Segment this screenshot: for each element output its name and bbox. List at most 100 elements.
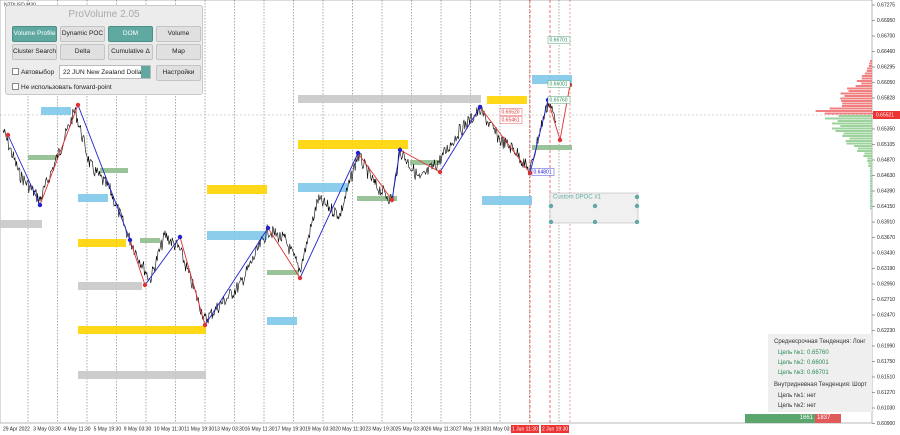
time-label: 10 May 11:30: [154, 426, 184, 432]
time-label: 23 May 19:30: [365, 426, 396, 432]
price-label: 0.62230: [877, 328, 895, 334]
profile-bar: [843, 132, 872, 135]
handle: [634, 194, 640, 200]
button[interactable]: Cluster Search: [12, 44, 57, 60]
level-label: 0.66701: [550, 37, 568, 43]
pivot: [142, 282, 148, 288]
zone: [140, 238, 160, 243]
pivot: [557, 137, 563, 143]
dpoc-label: Custom DPOC #1: [553, 195, 602, 201]
level-label: 0.64801: [534, 169, 552, 175]
pivot: [202, 322, 208, 328]
button[interactable]: Настройки: [156, 65, 201, 81]
zigzag: [267, 227, 301, 279]
zigzag: [39, 104, 79, 206]
time-label: 19 May 03:30: [305, 426, 336, 432]
profile-bar: [867, 160, 872, 162]
zigzag: [129, 239, 146, 286]
button[interactable]: DOM: [108, 26, 153, 42]
price-label: 0.63910: [877, 219, 895, 225]
price-label: 0.61990: [877, 343, 895, 349]
price-label: 0.61510: [877, 374, 895, 380]
zone: [207, 185, 267, 194]
zone: [78, 371, 206, 379]
price-label: 0.64630: [877, 173, 895, 179]
price-label: 0.63190: [877, 266, 895, 272]
level-box: [499, 108, 523, 116]
price-label: 0.64150: [877, 204, 895, 210]
profile-bar: [870, 200, 872, 202]
zone: [298, 95, 481, 103]
profile-bar: [815, 110, 872, 112]
profile-bar: [846, 142, 872, 145]
pivot: [5, 132, 11, 138]
zigzag: [529, 99, 549, 174]
price-line: [2, 101, 557, 324]
profile-bar: [842, 135, 872, 137]
price-label: 0.65350: [877, 126, 895, 132]
pivot: [37, 202, 43, 208]
zigzag: [391, 149, 401, 201]
pivot: [297, 275, 303, 281]
profile-bar: [870, 172, 872, 175]
instrument-select[interactable]: 22 JUN New Zealand Dollar: [59, 65, 151, 79]
handle: [634, 203, 640, 209]
zone: [28, 155, 58, 160]
profile-bar: [870, 205, 872, 207]
profile-bar: [837, 120, 872, 122]
handle: [548, 203, 554, 209]
profile-bar: [854, 145, 872, 147]
button[interactable]: Volume: [156, 26, 201, 42]
pivot: [389, 197, 395, 203]
pivot: [527, 170, 533, 176]
info-box: Среднесрочная Тенденция: Лонг Цель №1: 0…: [768, 334, 872, 412]
zone: [207, 231, 267, 240]
level-label: 0.66001: [550, 81, 568, 87]
profile-bar: [840, 92, 872, 95]
time-label: 4 May 11:30: [63, 426, 90, 432]
level-box: [547, 80, 571, 88]
profile-bar: [869, 62, 872, 65]
button[interactable]: Cumulative Δ: [108, 44, 153, 60]
price-label: 0.62950: [877, 281, 895, 287]
button[interactable]: Volume Profile: [12, 26, 57, 42]
profile-bar: [866, 70, 872, 72]
profile-bar: [847, 87, 872, 90]
checkbox[interactable]: Не использовать forward-point: [12, 83, 112, 91]
target: Цель №1: 0.65760: [778, 350, 829, 356]
button[interactable]: Delta: [60, 44, 105, 60]
button[interactable]: Dynamic POC: [60, 26, 105, 42]
pivot: [265, 225, 271, 231]
profile-bar: [870, 190, 872, 192]
time-label: 13 May 03:30: [214, 426, 245, 432]
dpoc-box: [549, 192, 639, 224]
time-label: 16 May 11:30: [245, 426, 275, 432]
zone: [41, 107, 71, 115]
profile-bar: [870, 202, 872, 205]
profile-bar: [870, 60, 872, 62]
pivot: [437, 169, 443, 175]
price-label: 0.66460: [877, 49, 895, 55]
checkbox[interactable]: Автовыбор: [12, 68, 54, 76]
level-box: [547, 96, 571, 104]
profile-bar: [868, 162, 872, 165]
sell-volume: 1837: [815, 414, 841, 423]
time-marker: [541, 425, 569, 433]
zigzag: [179, 236, 206, 326]
time-marker: [511, 425, 539, 433]
zone: [78, 194, 108, 202]
zigzag: [357, 152, 393, 201]
profile-bar: [824, 112, 872, 115]
level-label: 0.65520: [502, 109, 520, 115]
time-label: 29 Apr 2022: [3, 426, 30, 432]
pivot: [127, 237, 133, 243]
profile-bar: [825, 117, 872, 120]
zone: [532, 75, 572, 84]
button[interactable]: Map: [156, 44, 201, 60]
time-label: 5 May 19:30: [94, 426, 122, 432]
pivot: [477, 104, 483, 110]
profile-bar: [870, 197, 872, 200]
zigzag: [399, 149, 441, 173]
profile-bar: [861, 82, 872, 85]
